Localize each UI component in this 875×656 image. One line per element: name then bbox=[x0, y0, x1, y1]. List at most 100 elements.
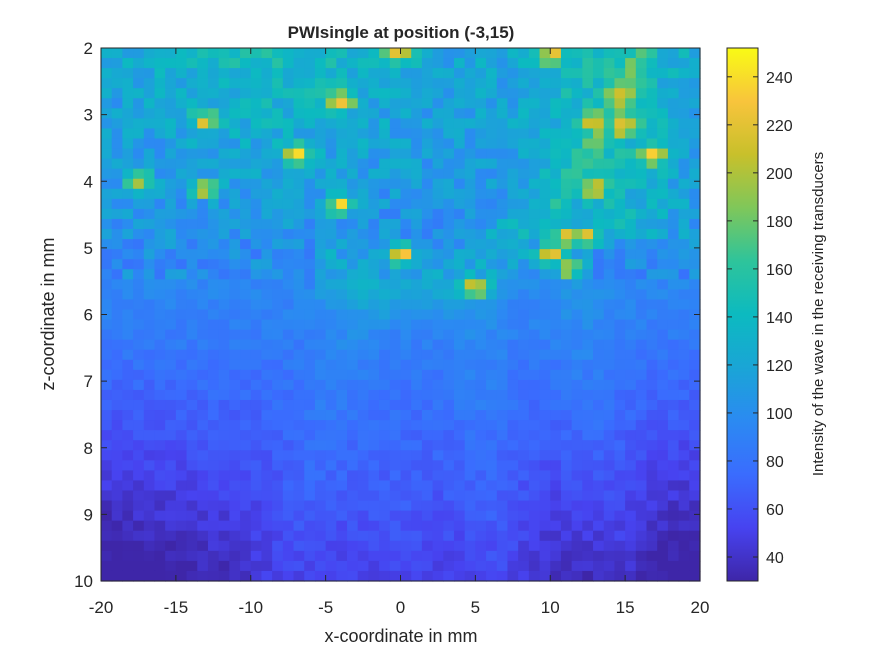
heatmap-cell bbox=[357, 440, 370, 451]
heatmap-cell bbox=[475, 98, 487, 109]
heatmap-cell bbox=[625, 178, 637, 190]
heatmap-cell bbox=[614, 208, 626, 220]
heatmap-cell bbox=[143, 269, 156, 280]
heatmap-cell bbox=[635, 540, 648, 552]
heatmap-cell bbox=[593, 259, 605, 270]
heatmap-cell bbox=[486, 570, 498, 582]
heatmap-cell bbox=[261, 399, 273, 411]
heatmap-cell bbox=[582, 188, 594, 200]
heatmap-cell bbox=[411, 239, 423, 250]
heatmap-cell bbox=[368, 259, 380, 270]
heatmap-cell bbox=[314, 470, 327, 482]
heatmap-cell bbox=[357, 510, 370, 522]
heatmap-cell bbox=[496, 48, 509, 59]
heatmap-cell bbox=[689, 128, 701, 140]
heatmap-cell bbox=[282, 319, 295, 331]
heatmap-cell bbox=[261, 299, 273, 311]
heatmap-cell bbox=[389, 299, 402, 311]
heatmap-cell bbox=[175, 510, 188, 522]
heatmap-cell bbox=[582, 299, 594, 311]
heatmap-cell bbox=[496, 399, 509, 411]
heatmap-cell bbox=[154, 208, 166, 220]
heatmap-cell bbox=[646, 490, 658, 502]
heatmap-cell bbox=[218, 158, 230, 170]
heatmap-cell bbox=[240, 410, 252, 421]
heatmap-cell bbox=[240, 470, 252, 482]
heatmap-cell bbox=[101, 188, 113, 200]
heatmap-cell bbox=[229, 389, 241, 401]
heatmap-cell bbox=[101, 108, 113, 119]
x-tick-label: -5 bbox=[318, 598, 333, 617]
heatmap-cell bbox=[154, 239, 166, 250]
heatmap-cell bbox=[186, 48, 198, 59]
heatmap-cell bbox=[197, 178, 209, 190]
heatmap-cell bbox=[453, 58, 466, 69]
heatmap-cell bbox=[582, 198, 594, 210]
heatmap-cell bbox=[614, 309, 626, 321]
heatmap-cell bbox=[625, 570, 637, 582]
heatmap-cell bbox=[282, 198, 295, 210]
heatmap-cell bbox=[101, 289, 113, 301]
heatmap-cell bbox=[657, 500, 669, 512]
heatmap-cell bbox=[347, 339, 359, 351]
heatmap-cell bbox=[282, 299, 295, 311]
heatmap-cell bbox=[475, 289, 487, 301]
heatmap-cell bbox=[560, 480, 573, 492]
heatmap-cell bbox=[368, 470, 380, 482]
heatmap-cell bbox=[689, 349, 701, 361]
heatmap-cell bbox=[475, 229, 487, 240]
heatmap-cell bbox=[389, 178, 402, 190]
heatmap-cell bbox=[550, 420, 562, 431]
heatmap-cell bbox=[443, 399, 455, 411]
heatmap-cell bbox=[443, 229, 455, 240]
heatmap-cell bbox=[250, 279, 263, 290]
heatmap-cell bbox=[646, 239, 658, 250]
heatmap-cell bbox=[250, 359, 263, 371]
heatmap-cell bbox=[486, 78, 498, 89]
heatmap-cell bbox=[347, 58, 359, 69]
heatmap-cell bbox=[453, 510, 466, 522]
heatmap-cell bbox=[443, 359, 455, 371]
heatmap-cell bbox=[336, 148, 348, 160]
heatmap-cell bbox=[603, 128, 616, 140]
heatmap-cell bbox=[657, 410, 669, 421]
heatmap-cell bbox=[282, 208, 295, 220]
heatmap-cell bbox=[197, 540, 209, 552]
heatmap-cell bbox=[165, 560, 177, 572]
heatmap-cell bbox=[689, 410, 701, 421]
heatmap-cell bbox=[347, 379, 359, 391]
heatmap-cell bbox=[336, 158, 348, 170]
heatmap-cell bbox=[667, 279, 680, 290]
heatmap-cell bbox=[325, 108, 337, 119]
heatmap-cell bbox=[357, 500, 370, 512]
heatmap-cell bbox=[625, 158, 637, 170]
heatmap-cell bbox=[229, 239, 241, 250]
heatmap-cell bbox=[143, 570, 156, 582]
heatmap-cell bbox=[347, 440, 359, 451]
heatmap-cell bbox=[496, 128, 509, 140]
heatmap-cell bbox=[154, 440, 166, 451]
heatmap-cell bbox=[667, 470, 680, 482]
heatmap-cell bbox=[550, 379, 562, 391]
heatmap-cell bbox=[368, 208, 380, 220]
heatmap-cell bbox=[539, 168, 551, 180]
heatmap-cell bbox=[122, 208, 134, 220]
heatmap-cell bbox=[539, 48, 551, 59]
heatmap-cell bbox=[657, 339, 669, 351]
heatmap-cell bbox=[507, 560, 519, 572]
heatmap-cell bbox=[293, 379, 305, 391]
heatmap-cell bbox=[133, 118, 145, 130]
heatmap-cell bbox=[421, 289, 434, 301]
heatmap-cell bbox=[111, 148, 123, 160]
heatmap-cell bbox=[282, 470, 295, 482]
heatmap-cell bbox=[357, 88, 370, 99]
heatmap-cell bbox=[240, 188, 252, 200]
heatmap-cell bbox=[133, 450, 145, 461]
heatmap-cell bbox=[464, 188, 476, 200]
heatmap-cell bbox=[507, 118, 519, 130]
heatmap-cell bbox=[368, 289, 380, 301]
heatmap-cell bbox=[336, 410, 348, 421]
heatmap-cell bbox=[614, 289, 626, 301]
heatmap-cell bbox=[625, 299, 637, 311]
heatmap-cell bbox=[486, 48, 498, 59]
